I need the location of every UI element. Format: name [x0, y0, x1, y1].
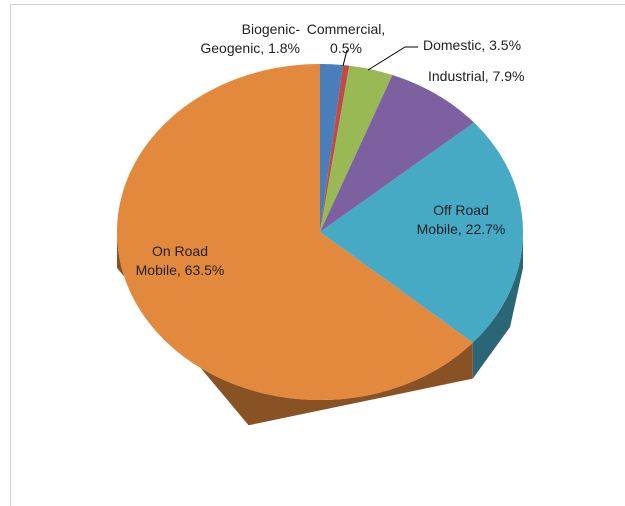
data-label: On Road Mobile, 63.5%: [135, 243, 225, 278]
chart-frame: [10, 4, 625, 506]
data-label: Domestic, 3.5%: [423, 37, 522, 53]
data-label: Off Road Mobile, 22.7%: [416, 202, 506, 237]
pie-slice: [320, 75, 475, 232]
leader-line: [342, 49, 348, 67]
slice-side: [472, 232, 523, 379]
data-label: Commercial, 0.5%: [306, 21, 386, 56]
pie-slice: [117, 64, 473, 400]
pie-slice: [320, 122, 523, 343]
data-label: Biogenic- Geogenic, 1.8%: [200, 21, 300, 56]
pie-slice: [320, 65, 393, 232]
pie-slice: [320, 64, 343, 232]
data-label: Industrial, 7.9%: [428, 68, 525, 84]
leader-line: [367, 46, 418, 71]
pie-slice: [320, 65, 350, 232]
